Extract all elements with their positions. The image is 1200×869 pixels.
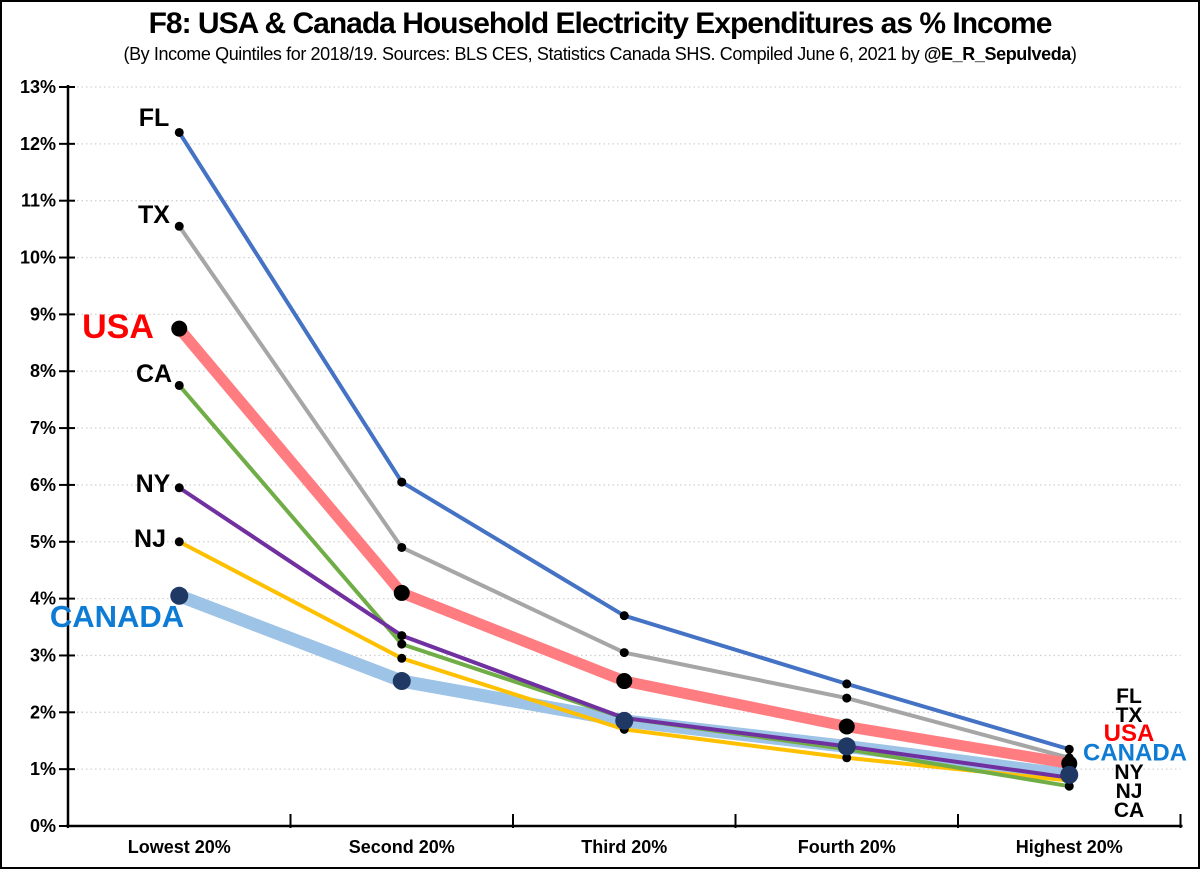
series-marker-nj-q4 — [842, 753, 852, 763]
series-marker-usa-q2 — [393, 584, 410, 601]
series-label-right-usa: USA — [1104, 720, 1155, 747]
series-marker-canada-q1 — [170, 586, 189, 605]
y-tick-label-2pct: 2% — [30, 702, 56, 722]
chart-subtitle-handle: @E_R_Sepulveda — [923, 44, 1071, 64]
series-marker-usa-q4 — [838, 718, 855, 735]
series-marker-fl-q5 — [1064, 744, 1074, 754]
chart-subtitle-text: (By Income Quintiles for 2018/19. Source… — [123, 44, 924, 64]
series-label-right-nj: NJ — [1116, 780, 1143, 803]
y-tick-label-10pct: 10% — [20, 248, 56, 268]
series-marker-fl-q3 — [619, 611, 629, 621]
series-label-left-canada: CANADA — [50, 599, 184, 634]
series-marker-ny-q2 — [397, 631, 407, 641]
y-tick-label-11pct: 11% — [21, 191, 56, 211]
series-marker-tx-q3 — [619, 648, 629, 658]
series-marker-ca-q2 — [397, 639, 407, 649]
series-marker-tx-q1 — [174, 221, 184, 231]
series-marker-usa-q3 — [616, 673, 633, 690]
x-category-label-highest: Highest 20% — [1016, 837, 1123, 857]
series-marker-nj-q1 — [174, 537, 184, 547]
series-label-right-ca: CA — [1114, 799, 1144, 822]
series-marker-fl-q4 — [842, 679, 852, 689]
series-marker-ny-q1 — [174, 483, 184, 493]
x-category-label-third: Third 20% — [581, 837, 667, 857]
y-tick-label-13pct: 13% — [20, 77, 56, 97]
x-category-label-second: Second 20% — [349, 837, 455, 857]
series-label-right-tx: TX — [1116, 704, 1143, 727]
series-label-left-fl: FL — [139, 104, 170, 132]
series-line-ny — [177, 485, 1072, 780]
series-marker-canada-q5 — [1060, 765, 1079, 784]
x-category-label-lowest: Lowest 20% — [128, 837, 231, 857]
series-label-left-nj: NJ — [134, 525, 166, 553]
y-tick-label-7pct: 7% — [30, 418, 56, 438]
series-marker-ca-q1 — [174, 380, 184, 390]
series-label-left-ca: CA — [136, 360, 172, 388]
series-marker-nj-q2 — [397, 653, 407, 663]
series-marker-tx-q2 — [397, 542, 407, 552]
series-marker-tx-q4 — [842, 693, 852, 703]
chart-subtitle-close: ) — [1070, 44, 1077, 64]
series-marker-usa-q1 — [171, 320, 188, 337]
series-label-left-ny: NY — [136, 470, 171, 498]
series-label-right-ny: NY — [1114, 761, 1143, 784]
chart-header: F8: USA & Canada Household Electricity E… — [2, 6, 1198, 65]
series-marker-canada-q2 — [392, 672, 411, 691]
y-tick-label-0pct: 0% — [30, 816, 56, 836]
chart-title: F8: USA & Canada Household Electricity E… — [148, 7, 1053, 40]
y-tick-label-1pct: 1% — [30, 759, 56, 779]
chart-subtitle: (By Income Quintiles for 2018/19. Source… — [2, 44, 1198, 65]
y-tick-label-4pct: 4% — [30, 589, 56, 609]
series-marker-fl-q1 — [174, 127, 184, 137]
y-tick-label-3pct: 3% — [30, 645, 56, 665]
series-line-usa — [173, 323, 1075, 769]
series-label-left-tx: TX — [138, 201, 170, 229]
series-marker-canada-q4 — [837, 737, 856, 756]
y-tick-label-6pct: 6% — [30, 475, 56, 495]
series-label-left-usa: USA — [82, 308, 154, 346]
x-category-label-fourth: Fourth 20% — [798, 837, 896, 857]
y-tick-label-9pct: 9% — [30, 304, 56, 324]
y-tick-label-12pct: 12% — [20, 134, 56, 154]
series-label-right-canada: CANADA — [1083, 740, 1187, 767]
series-marker-canada-q3 — [615, 711, 634, 730]
series-label-right-fl: FL — [1116, 685, 1142, 708]
y-tick-label-5pct: 5% — [30, 532, 56, 552]
y-tick-label-8pct: 8% — [30, 361, 56, 381]
series-marker-fl-q2 — [397, 477, 407, 487]
